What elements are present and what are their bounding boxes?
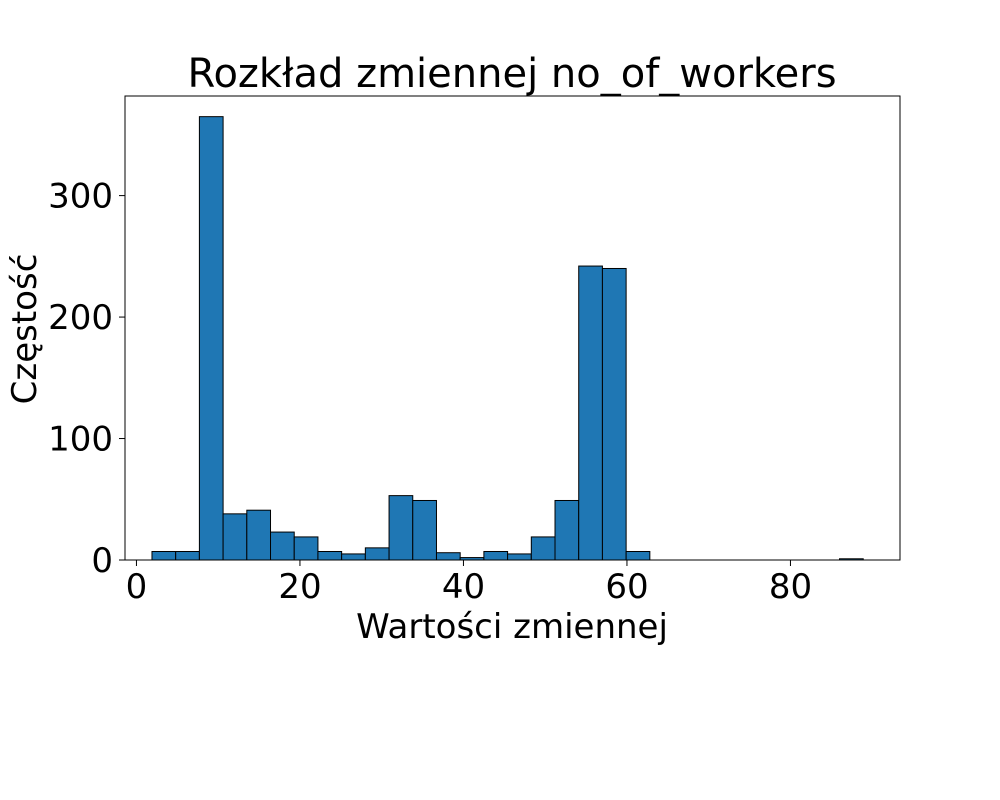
histogram-bar-10	[388, 495, 414, 561]
histogram-bar-2	[198, 116, 224, 561]
x-axis-label: Wartości zmiennej	[356, 607, 668, 647]
chart-title: Rozkład zmiennej no_of_workers	[187, 51, 836, 97]
x-tick-label-4: 80	[769, 567, 812, 607]
y-axis-ticks: 0 100 200 300	[48, 177, 125, 581]
histogram-bar-7	[317, 550, 343, 561]
plot-frame	[124, 95, 901, 561]
histogram-bar-1	[175, 550, 200, 561]
histogram-bar-5	[270, 531, 295, 561]
x-axis-ticks: 0 20 40 60 80	[126, 560, 812, 607]
y-tick-label-0: 0	[91, 541, 113, 581]
y-tick-label-3: 300	[48, 177, 113, 217]
histogram-bar-0	[151, 550, 177, 561]
x-tick-label-3: 60	[605, 567, 648, 607]
histogram-bar-8	[341, 553, 366, 561]
histogram-bar-4	[246, 509, 272, 561]
histogram-bar-6	[293, 536, 319, 561]
y-axis-label: Częstość	[5, 254, 45, 405]
x-tick-label-0: 0	[126, 567, 148, 607]
histogram-bars	[151, 116, 864, 561]
y-tick-label-1: 100	[48, 420, 113, 460]
histogram-bar-19	[601, 267, 627, 561]
histogram-bar-14	[483, 550, 509, 561]
histogram-bar-12	[435, 552, 461, 561]
x-tick-label-1: 20	[278, 567, 321, 607]
histogram-bar-3	[222, 513, 248, 561]
histogram-bar-11	[412, 499, 437, 561]
histogram-bar-9	[364, 547, 390, 561]
histogram-bar-18	[578, 265, 603, 561]
histogram-bar-20	[625, 550, 651, 561]
x-tick-label-2: 40	[442, 567, 485, 607]
histogram-bar-17	[554, 499, 580, 561]
y-tick-label-2: 200	[48, 298, 113, 338]
histogram-bar-15	[507, 553, 532, 561]
histogram-bar-16	[530, 536, 556, 561]
